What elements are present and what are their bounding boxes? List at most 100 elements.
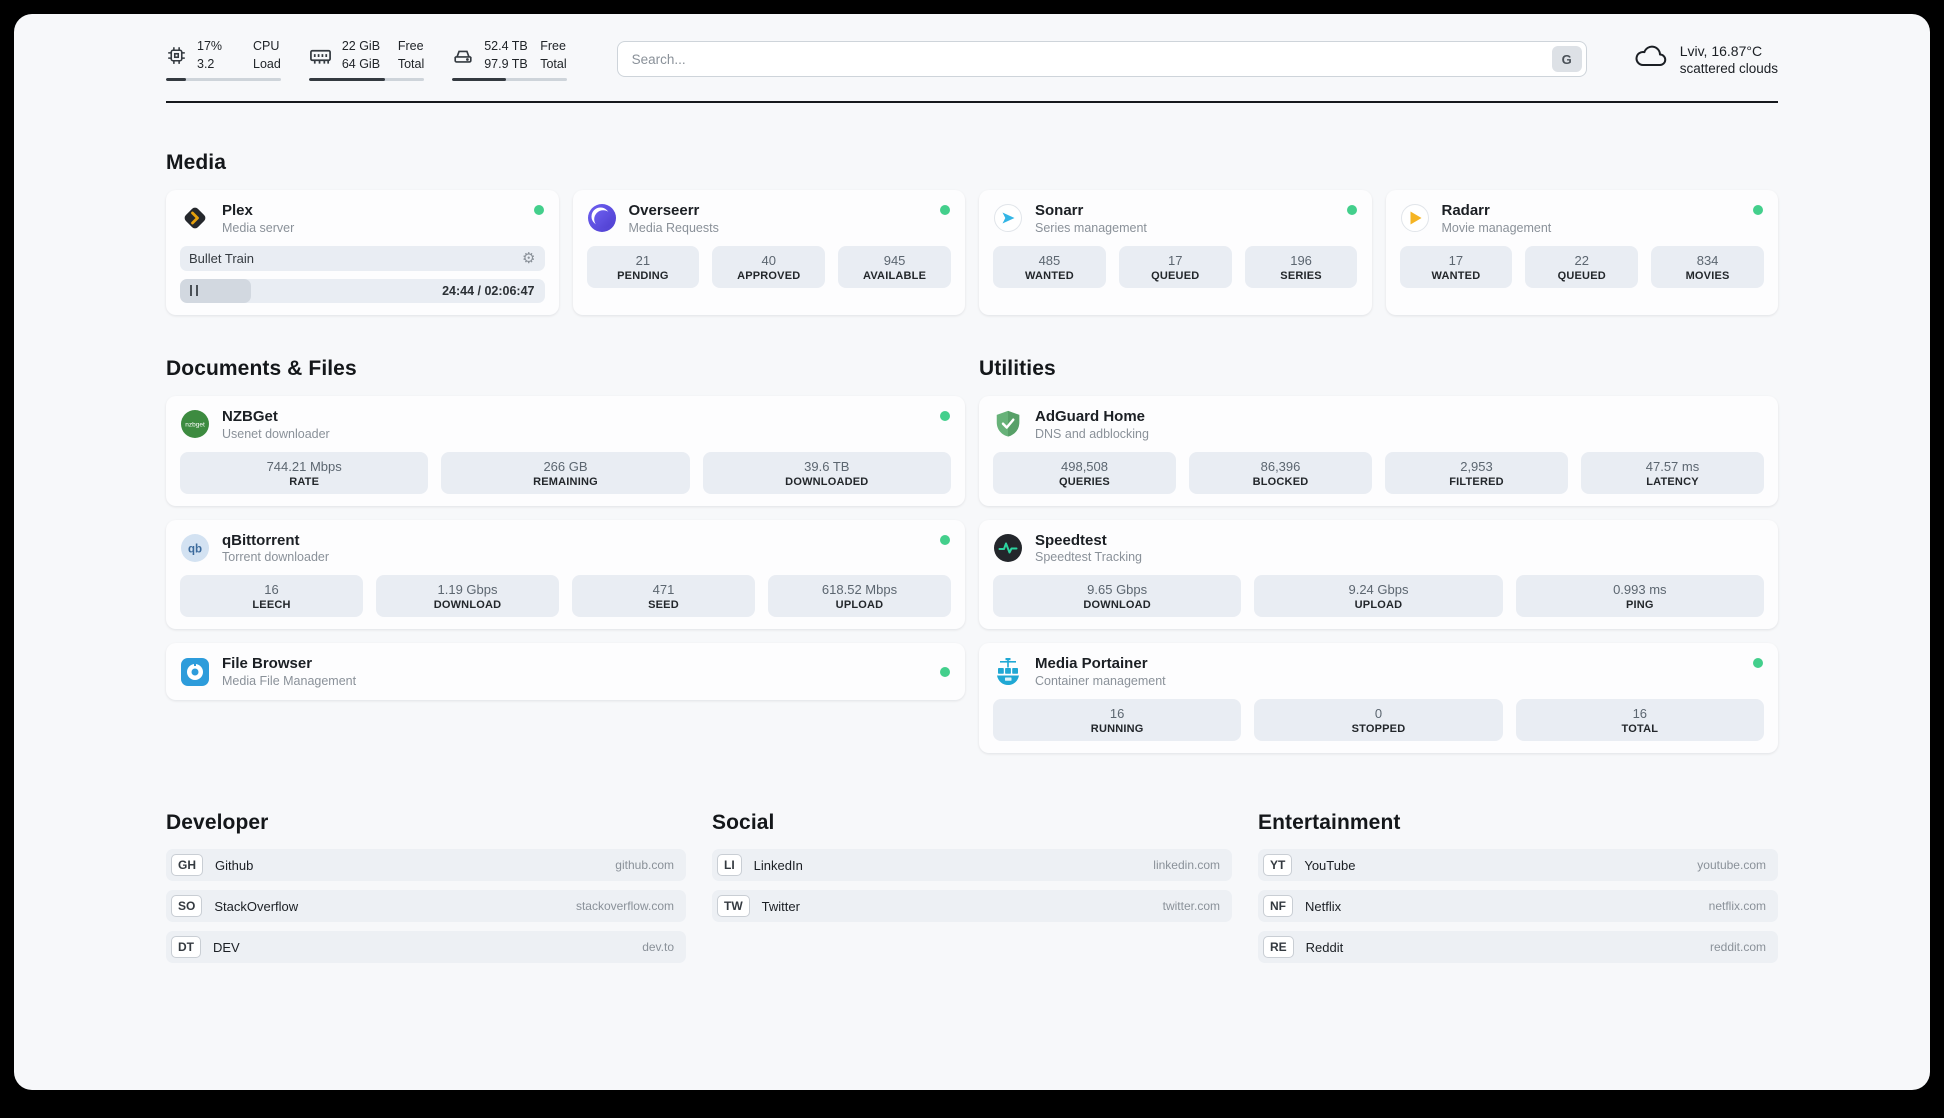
- github-badge: GH: [171, 853, 203, 877]
- app-card-sonarr[interactable]: Sonarr Series management 485 WANTED 17 Q…: [979, 190, 1372, 315]
- reddit-badge: RE: [1263, 935, 1294, 959]
- app-subtitle: Media server: [222, 220, 295, 235]
- pause-icon[interactable]: [190, 285, 198, 297]
- app-subtitle: Media Requests: [628, 220, 719, 235]
- section-title-documents: Documents & Files: [166, 356, 357, 380]
- now-playing-row: Bullet Train ⚙: [180, 245, 545, 271]
- app-card-nzbget[interactable]: nzbget NZBGet Usenet downloader 744.21 M…: [166, 395, 965, 506]
- playback-time: 24:44 / 02:06:47: [442, 283, 535, 298]
- stackoverflow-badge: SO: [171, 894, 203, 918]
- gear-icon[interactable]: ⚙: [522, 249, 536, 267]
- stat-series: 196 SERIES: [1244, 245, 1358, 288]
- cpu-monitor: 17% 3.2 CPU Load: [166, 38, 281, 81]
- section-title-media: Media: [166, 151, 227, 174]
- disk-icon: [452, 45, 474, 67]
- link-reddit[interactable]: RE Reddit reddit.com: [1258, 931, 1778, 963]
- search-bar: G: [616, 41, 1587, 77]
- app-card-filebrowser[interactable]: File Browser Media File Management: [166, 643, 965, 700]
- search-input[interactable]: [616, 41, 1587, 77]
- link-twitter[interactable]: TW Twitter twitter.com: [712, 890, 1232, 922]
- app-name: File Browser: [222, 655, 313, 673]
- disk-monitor: 52.4 TB 97.9 TB Free Total: [452, 38, 567, 81]
- app-subtitle: Media File Management: [222, 674, 357, 688]
- link-github[interactable]: GH Github github.com: [166, 849, 686, 881]
- stat-download: 1.19 Gbps DOWNLOAD: [376, 575, 559, 618]
- app-card-speedtest[interactable]: Speedtest Speedtest Tracking 9.65 Gbps D…: [979, 519, 1778, 630]
- app-card-adguard[interactable]: AdGuard Home DNS and adblocking 498,508 …: [979, 395, 1778, 506]
- cpu-usage-value: 17%: [197, 39, 223, 53]
- cpu-label: CPU: [253, 39, 280, 53]
- section-title-utilities: Utilities: [979, 356, 1056, 380]
- stat-ping: 0.993 ms PING: [1515, 575, 1764, 618]
- stat-queued: 17 QUEUED: [1118, 245, 1232, 288]
- link-youtube[interactable]: YT YouTube youtube.com: [1258, 849, 1778, 881]
- app-name: Overseerr: [628, 202, 700, 219]
- app-subtitle: Speedtest Tracking: [1035, 550, 1143, 565]
- search-engine-button[interactable]: G: [1551, 46, 1582, 72]
- stat-leech: 16 LEECH: [180, 575, 363, 618]
- disk-total-label: Total: [540, 56, 567, 71]
- nzbget-icon: nzbget: [180, 409, 210, 439]
- entertainment-column: Entertainment YT YouTube youtube.com NF …: [1258, 811, 1778, 972]
- app-name: Media Portainer: [1035, 655, 1148, 673]
- status-indicator-online: [533, 205, 544, 215]
- svg-text:nzbget: nzbget: [185, 422, 205, 429]
- app-card-radarr[interactable]: Radarr Movie management 17 WANTED 22 QUE…: [1385, 190, 1778, 315]
- weather-condition: scattered clouds: [1679, 61, 1778, 77]
- developer-column: Developer GH Github github.com SO StackO…: [166, 811, 686, 972]
- stat-wanted: 485 WANTED: [993, 245, 1106, 288]
- playback-progress-bar[interactable]: 24:44 / 02:06:47: [180, 278, 545, 303]
- ram-total-value: 64 GiB: [341, 56, 381, 71]
- link-netflix[interactable]: NF Netflix netflix.com: [1258, 890, 1778, 922]
- app-name: Radarr: [1441, 202, 1490, 219]
- status-indicator-online: [940, 666, 950, 677]
- ram-monitor: 22 GiB 64 GiB Free Total: [308, 38, 425, 81]
- section-title-social: Social: [712, 811, 775, 834]
- app-name: AdGuard Home: [1035, 407, 1146, 425]
- qbittorrent-icon: qb: [180, 533, 210, 563]
- stat-downloaded: 39.6 TB DOWNLOADED: [702, 451, 951, 494]
- dev-badge: DT: [171, 935, 201, 959]
- app-name: Sonarr: [1035, 202, 1084, 219]
- app-card-portainer[interactable]: Media Portainer Container management 16 …: [979, 643, 1778, 753]
- stat-latency: 47.57 ms LATENCY: [1581, 451, 1764, 494]
- app-card-plex[interactable]: Plex Media server Bullet Train ⚙ 24:44 /…: [166, 190, 559, 315]
- system-monitors: 17% 3.2 CPU Load: [166, 38, 567, 81]
- ram-total-label: Total: [397, 56, 425, 71]
- status-indicator-online: [940, 205, 950, 215]
- section-title-developer: Developer: [166, 811, 269, 834]
- utilities-column: Utilities AdGuard Home DNS and adblockin…: [979, 357, 1778, 767]
- link-stackoverflow[interactable]: SO StackOverflow stackoverflow.com: [166, 890, 686, 922]
- cpu-load-value: 3.2: [197, 56, 215, 71]
- disk-free-value: 52.4 TB: [484, 39, 528, 53]
- weather-widget: Lviv, 16.87°C scattered clouds: [1633, 41, 1778, 76]
- app-subtitle: Movie management: [1441, 220, 1552, 235]
- cpu-load-label: Load: [253, 56, 281, 71]
- ram-free-value: 22 GiB: [341, 39, 381, 53]
- cloud-icon: [1633, 41, 1669, 76]
- app-subtitle: Torrent downloader: [222, 550, 330, 565]
- cpu-icon: [166, 45, 187, 66]
- disk-total-value: 97.9 TB: [484, 56, 528, 71]
- stat-upload: 9.24 Gbps UPLOAD: [1254, 575, 1503, 618]
- status-indicator-online: [940, 410, 950, 421]
- stat-filtered: 2,953 FILTERED: [1385, 451, 1568, 494]
- stat-available: 945 AVAILABLE: [838, 245, 951, 288]
- disk-free-label: Free: [540, 39, 566, 53]
- link-linkedin[interactable]: LI LinkedIn linkedin.com: [712, 849, 1232, 881]
- stat-queries: 498,508 QUERIES: [993, 451, 1176, 494]
- stat-blocked: 86,396 BLOCKED: [1189, 451, 1372, 494]
- plex-icon: [180, 203, 210, 233]
- app-name: Plex: [222, 202, 253, 219]
- adguard-icon: [993, 409, 1023, 439]
- stat-rate: 744.21 Mbps RATE: [180, 451, 429, 494]
- stat-remaining: 266 GB REMAINING: [441, 451, 690, 494]
- app-card-overseerr[interactable]: Overseerr Media Requests 21 PENDING 40 A…: [572, 190, 965, 315]
- status-indicator-online: [1753, 205, 1763, 215]
- app-card-qbittorrent[interactable]: qb qBittorrent Torrent downloader 16 LEE…: [166, 519, 965, 630]
- dashboard-page: 17% 3.2 CPU Load: [14, 14, 1930, 1090]
- svg-text:qb: qb: [188, 543, 202, 555]
- ram-icon: [309, 44, 332, 67]
- link-dev[interactable]: DT DEV dev.to: [166, 931, 686, 963]
- stat-total: 16 TOTAL: [1515, 699, 1764, 741]
